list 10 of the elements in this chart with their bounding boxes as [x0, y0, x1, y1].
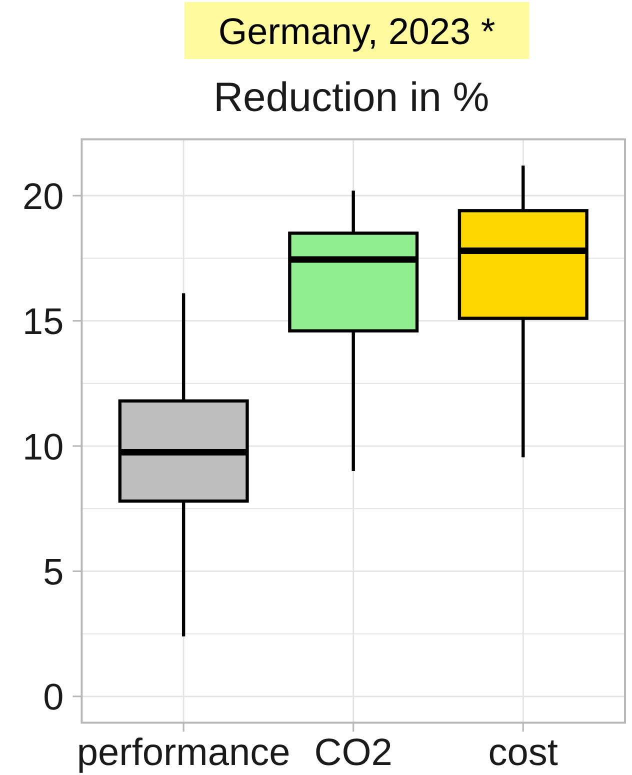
x-tick-label: CO2 [314, 732, 392, 774]
y-tick-label: 10 [22, 426, 64, 468]
y-tick-label: 0 [43, 676, 64, 718]
chart-title: Germany, 2023 * [218, 11, 496, 52]
y-tick-label: 20 [22, 176, 64, 217]
x-tick-label: performance [76, 732, 290, 774]
y-tick-label: 5 [43, 552, 64, 593]
x-tick-label: cost [488, 732, 558, 774]
y-tick-label: 15 [22, 301, 64, 342]
chart-subtitle: Reduction in % [213, 74, 490, 120]
